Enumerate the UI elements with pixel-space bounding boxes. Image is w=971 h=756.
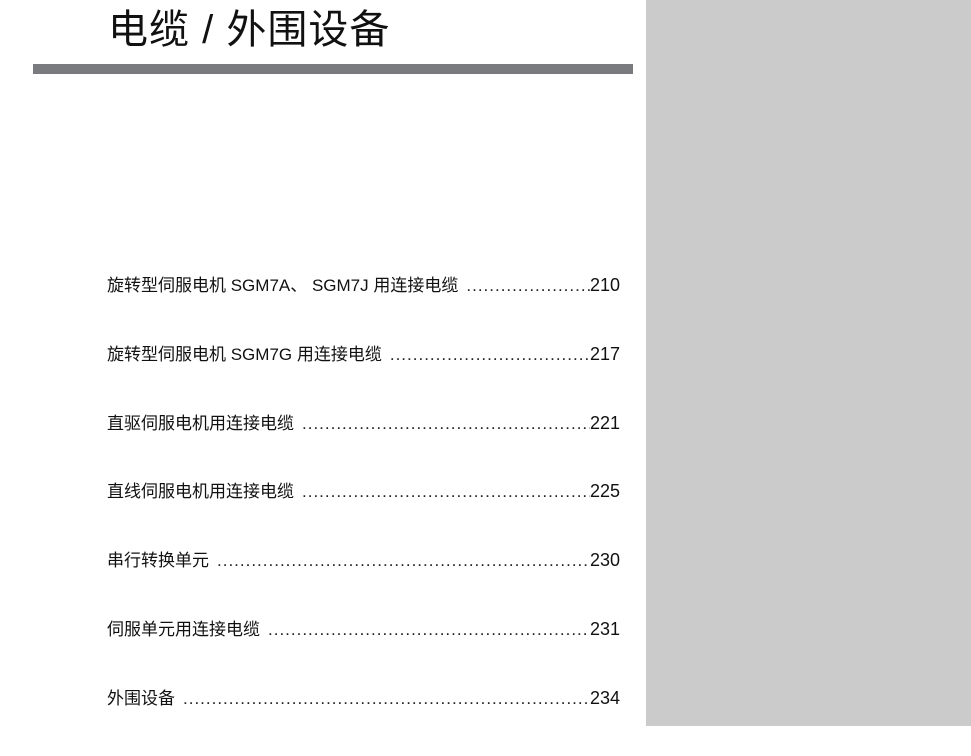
toc-entry-page: 221 [589, 412, 620, 433]
toc-entry-label: 伺服单元用连接电缆 [107, 619, 260, 639]
toc-entry[interactable]: 旋转型伺服电机 SGM7G 用连接电缆 217 [107, 343, 620, 412]
toc-entry[interactable]: 直线伺服电机用连接电缆 225 [107, 480, 620, 549]
toc-entry-page: 230 [589, 550, 620, 571]
dot-leader [390, 344, 590, 366]
toc-entry[interactable]: 旋转型伺服电机 SGM7A、 SGM7J 用连接电缆 210 [107, 274, 620, 343]
page-title: 电缆 / 外围设备 [108, 8, 391, 52]
toc-entry-page: 234 [589, 687, 620, 708]
toc-entry-page: 225 [589, 481, 620, 502]
dot-leader [466, 275, 590, 297]
toc-entry-label: 旋转型伺服电机 SGM7A、 SGM7J 用连接电缆 [107, 276, 459, 295]
toc-entry-page: 210 [589, 275, 620, 295]
side-panel [646, 0, 971, 726]
toc-entry-page: 217 [589, 343, 620, 364]
dot-leader [302, 481, 590, 503]
toc-entry[interactable]: 串行转换单元 230 [107, 549, 620, 618]
table-of-contents: 旋转型伺服电机 SGM7A、 SGM7J 用连接电缆 210 旋转型伺服电机 SG… [107, 274, 620, 756]
toc-entry-label: 串行转换单元 [107, 551, 209, 571]
title-rule [33, 64, 633, 74]
toc-entry[interactable]: 外围设备 234 [107, 687, 620, 756]
dot-leader [268, 619, 590, 641]
toc-entry-label: 直线伺服电机用连接电缆 [107, 482, 294, 502]
toc-entry[interactable]: 直驱伺服电机用连接电缆 221 [107, 412, 620, 481]
dot-leader [183, 688, 590, 710]
toc-entry-label: 直驱伺服电机用连接电缆 [107, 413, 294, 433]
toc-entry[interactable]: 伺服单元用连接电缆 231 [107, 618, 620, 687]
toc-entry-label: 旋转型伺服电机 SGM7G 用连接电缆 [107, 344, 382, 364]
toc-entry-label: 外围设备 [107, 688, 175, 708]
dot-leader [217, 550, 590, 572]
toc-entry-page: 231 [589, 618, 620, 639]
dot-leader [302, 413, 590, 435]
